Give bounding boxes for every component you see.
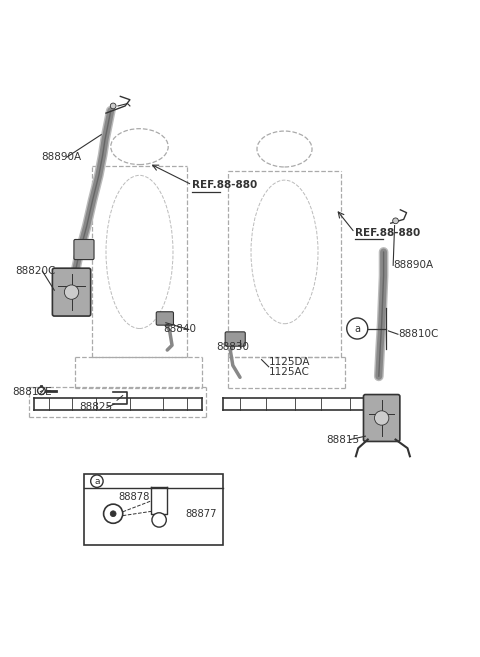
- Circle shape: [37, 387, 45, 395]
- Text: 88815: 88815: [326, 434, 359, 445]
- FancyBboxPatch shape: [363, 395, 400, 442]
- FancyBboxPatch shape: [74, 240, 94, 260]
- FancyBboxPatch shape: [225, 332, 245, 346]
- Circle shape: [374, 411, 389, 425]
- FancyBboxPatch shape: [52, 268, 91, 316]
- Text: 88820C: 88820C: [15, 266, 55, 276]
- Text: REF.88-880: REF.88-880: [192, 180, 257, 190]
- Circle shape: [64, 285, 79, 300]
- Text: 1125DA: 1125DA: [269, 357, 310, 367]
- Circle shape: [110, 103, 116, 109]
- Text: a: a: [94, 477, 100, 486]
- Text: 88877: 88877: [185, 509, 216, 519]
- Text: 88890A: 88890A: [41, 152, 82, 162]
- Text: 88812E: 88812E: [12, 387, 52, 397]
- FancyBboxPatch shape: [84, 474, 223, 545]
- FancyBboxPatch shape: [156, 312, 173, 325]
- Circle shape: [393, 218, 398, 223]
- Text: 88830: 88830: [216, 342, 249, 351]
- Circle shape: [110, 511, 116, 516]
- Text: 88840: 88840: [163, 325, 196, 334]
- Circle shape: [152, 512, 166, 527]
- Text: 1125AC: 1125AC: [269, 367, 310, 376]
- Circle shape: [104, 504, 123, 523]
- Text: REF.88-880: REF.88-880: [355, 228, 420, 238]
- Text: 88825: 88825: [80, 403, 113, 413]
- Text: 88890A: 88890A: [393, 260, 433, 270]
- Text: a: a: [354, 323, 360, 334]
- Text: 88878: 88878: [118, 492, 149, 502]
- Circle shape: [347, 318, 368, 339]
- Circle shape: [91, 475, 103, 487]
- Text: 88810C: 88810C: [398, 329, 438, 339]
